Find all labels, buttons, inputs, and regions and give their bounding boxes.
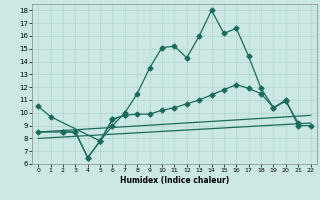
X-axis label: Humidex (Indice chaleur): Humidex (Indice chaleur)	[120, 176, 229, 185]
